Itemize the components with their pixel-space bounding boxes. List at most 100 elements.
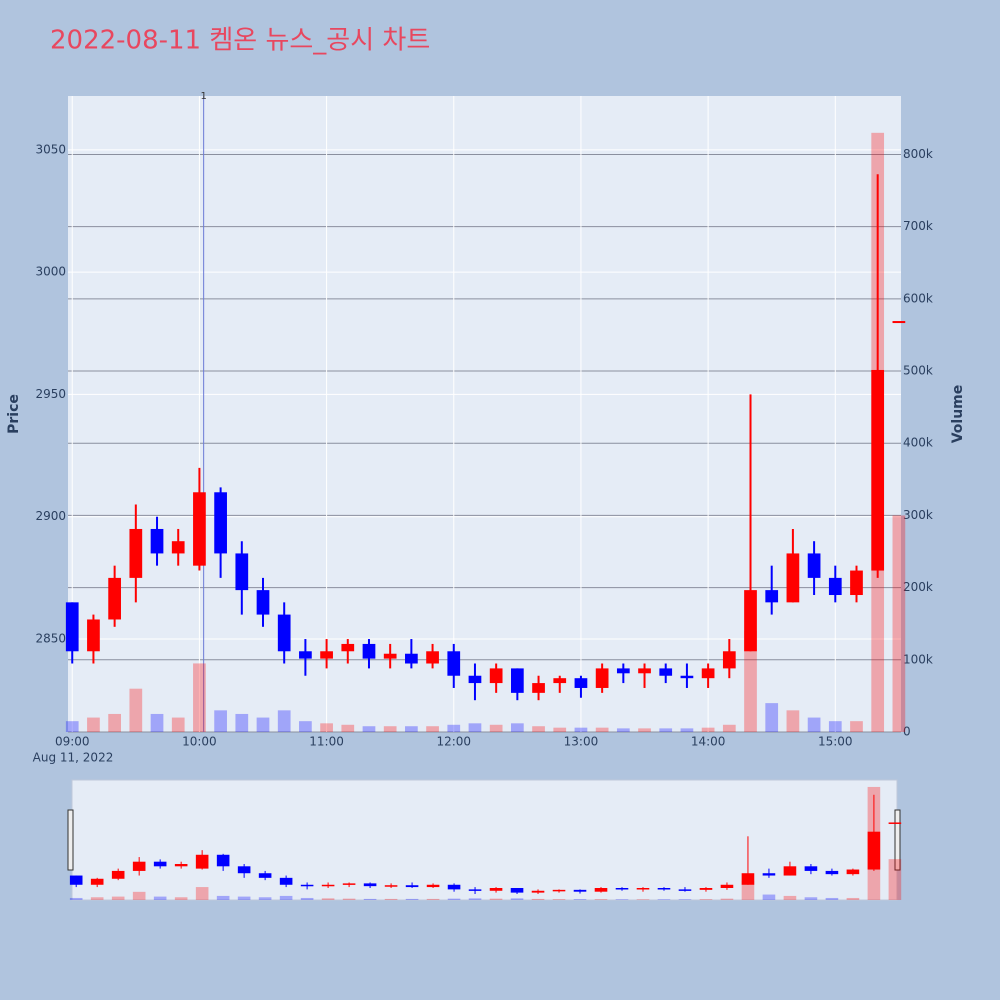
rangeslider-volume <box>783 895 797 900</box>
candle-body <box>405 653 418 664</box>
candle-body <box>489 668 503 684</box>
rangeslider-body <box>804 866 818 871</box>
rangeslider-volume <box>720 898 734 900</box>
volume-bar <box>701 727 715 732</box>
y-tick-label: 3000 <box>35 265 66 279</box>
rangeslider-volume <box>384 898 398 900</box>
rangeslider-handle[interactable] <box>67 809 74 871</box>
annotation-text: 1 <box>200 91 206 102</box>
rangeslider-body <box>384 885 398 887</box>
volume-bar <box>532 726 545 732</box>
volume-bar <box>320 723 333 732</box>
candle-body <box>616 668 630 674</box>
x-tick-label: 13:00 <box>564 735 599 749</box>
rangeslider-volume <box>552 899 566 900</box>
candle-body <box>256 590 270 615</box>
rangeslider-volume <box>342 898 356 900</box>
candle-body <box>595 668 609 688</box>
volume-bar <box>850 721 863 732</box>
rangeslider-body <box>174 864 188 867</box>
volume-bar <box>468 723 482 732</box>
volume-bar <box>510 723 524 732</box>
candle-body <box>150 528 164 554</box>
x-date-label: Aug 11, 2022 <box>33 751 114 765</box>
candle-body <box>850 570 863 596</box>
candle-body <box>828 577 842 596</box>
rangeslider-body <box>342 883 356 885</box>
candle-body <box>277 614 291 652</box>
x-tick-label: 15:00 <box>818 735 853 749</box>
volume-bar <box>744 630 757 732</box>
rangeslider-volume <box>825 897 839 900</box>
rangeslider-volume <box>90 897 104 900</box>
y2-tick-label: 200k <box>903 580 933 594</box>
volume-bar <box>616 728 630 732</box>
x-tick-label: 12:00 <box>436 735 471 749</box>
y-tick-label: 3050 <box>35 142 66 156</box>
rangeslider-body <box>636 888 650 890</box>
rangeslider-body <box>510 888 524 893</box>
rangeslider-volume <box>195 887 209 900</box>
volume-bar <box>362 726 376 732</box>
rangeslider-volume <box>111 896 125 900</box>
rangeslider-body <box>762 873 776 876</box>
rangeslider-handle[interactable] <box>894 809 901 871</box>
rangeslider-volume <box>426 898 440 900</box>
rangeslider-volume <box>573 899 587 900</box>
rangeslider-body <box>300 884 314 887</box>
candle-body <box>468 675 482 684</box>
volume-bar <box>807 717 821 732</box>
rangeslider-body <box>489 888 503 891</box>
volume-bar <box>341 724 355 732</box>
volume-bar <box>892 515 906 732</box>
rangeslider-volume <box>636 899 650 900</box>
candle-body <box>341 643 355 652</box>
rangeslider-body <box>678 889 692 891</box>
rangeslider-volume <box>258 897 272 900</box>
candle-body <box>786 553 800 603</box>
candle-body <box>426 651 439 664</box>
rangeslider-volume <box>279 895 293 900</box>
candle-body <box>807 553 821 578</box>
rangeslider-body <box>783 866 797 876</box>
volume-bar <box>299 721 312 732</box>
rangeslider-body <box>426 884 440 888</box>
rangeslider-body <box>552 889 566 892</box>
rangeslider[interactable] <box>71 779 898 901</box>
rangeslider-volume <box>489 898 503 900</box>
candle-body <box>744 590 757 652</box>
rangeslider-body <box>888 822 902 824</box>
candle-body <box>447 651 461 676</box>
rangeslider-volume <box>405 898 419 900</box>
volume-bar <box>405 726 418 732</box>
candle-body <box>65 602 79 652</box>
volume-bar <box>722 724 736 732</box>
volume-bar <box>383 726 397 732</box>
volume-bar <box>659 728 673 732</box>
rangeslider-volume <box>468 898 482 900</box>
rangeslider-body <box>573 889 587 892</box>
volume-bar <box>489 724 503 732</box>
chart-title: 2022-08-11 켐온 뉴스_공시 차트 <box>50 26 430 56</box>
rangeslider-body <box>657 888 671 890</box>
candle-body <box>171 541 185 554</box>
volume-bar <box>129 688 143 732</box>
volume-bar <box>256 717 270 732</box>
rangeslider-body <box>699 888 713 890</box>
rangeslider-body <box>720 884 734 888</box>
rangeslider-volume <box>615 899 629 900</box>
volume-bar <box>828 721 842 732</box>
candle-body <box>553 678 567 684</box>
candle-body <box>574 678 588 688</box>
rangeslider-body <box>321 884 335 887</box>
candle-body <box>320 651 333 659</box>
plot-area <box>68 96 901 732</box>
rangeslider-body <box>531 890 545 893</box>
y-tick-label: 2850 <box>35 632 66 646</box>
candle-body <box>659 668 673 676</box>
candle-body <box>193 492 206 566</box>
rangeslider-body <box>615 888 629 890</box>
y2-tick-label: 0 <box>903 725 911 739</box>
volume-bar <box>193 663 206 732</box>
volume-bar <box>87 717 100 732</box>
